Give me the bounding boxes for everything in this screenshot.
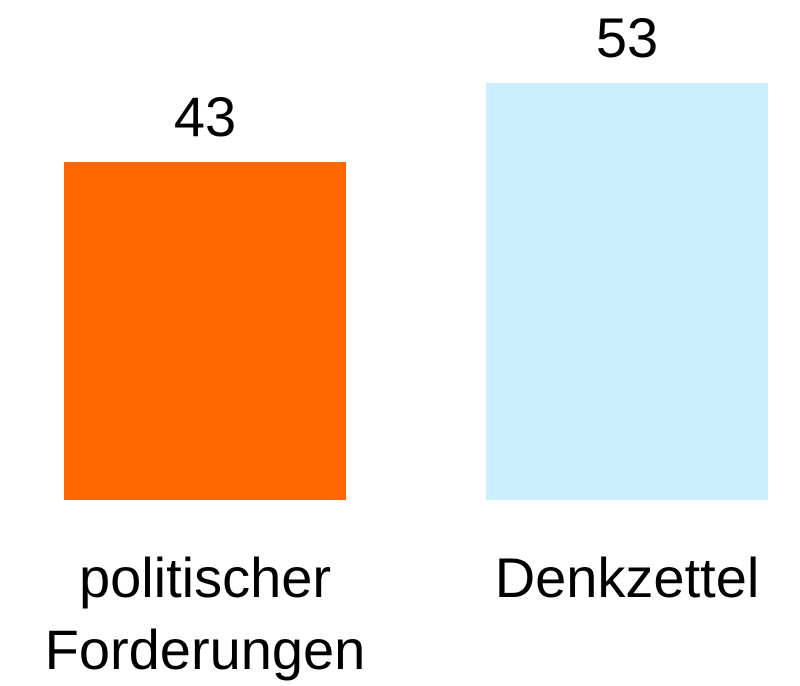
bar — [64, 161, 346, 500]
bar — [486, 82, 768, 500]
category-label: politischer Forderungen — [44, 546, 366, 681]
value-label: 43 — [173, 84, 237, 148]
category-label: Denkzettel — [494, 546, 760, 609]
value-label: 53 — [595, 5, 659, 69]
